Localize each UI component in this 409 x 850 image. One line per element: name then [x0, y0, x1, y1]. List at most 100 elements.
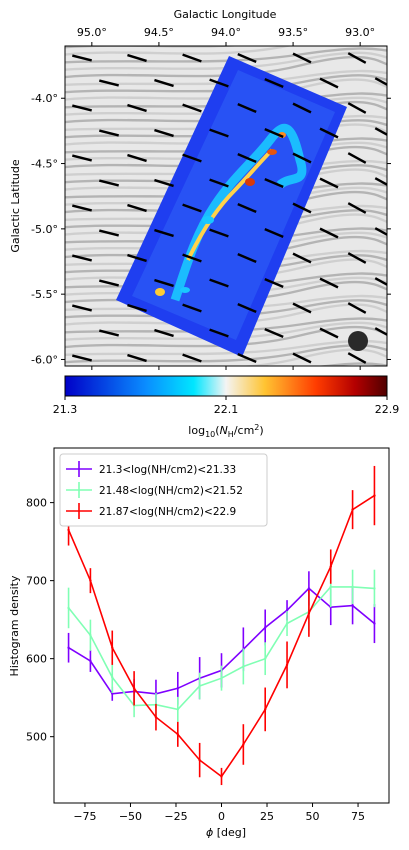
polarization-vector [374, 227, 387, 237]
polarization-vector [319, 177, 339, 189]
data-point [351, 508, 354, 511]
polarization-vector [264, 227, 284, 239]
polarization-vector [292, 152, 312, 164]
polarization-vector [72, 204, 92, 212]
polarization-vector [182, 153, 202, 163]
histogram-y-label: Histogram density [8, 575, 21, 676]
polarization-vector [374, 177, 387, 187]
data-point [329, 585, 332, 589]
polarization-vector [292, 252, 312, 264]
polarization-vector [237, 252, 257, 264]
map-x-tick-label: 95.0° [77, 26, 107, 39]
polarization-vector [319, 327, 339, 339]
texture-streamline [65, 294, 387, 311]
polarization-vector [182, 303, 202, 313]
texture-streamline [65, 46, 293, 56]
polarization-vector [237, 152, 257, 164]
polarization-vector [72, 54, 92, 62]
data-point [351, 604, 354, 607]
polarization-vector [319, 127, 339, 139]
polarization-vector [182, 253, 202, 263]
data-point [89, 634, 92, 637]
map-x-label: Galactic Longitude [174, 8, 277, 21]
polarization-vector [182, 103, 202, 113]
legend-label: 21.3<log(NH/cm2)<21.33 [99, 464, 236, 476]
polarization-vector [347, 202, 367, 214]
data-point [285, 663, 289, 667]
polarization-vector [72, 304, 92, 312]
polarization-vector [347, 52, 367, 64]
polarization-vector [292, 202, 312, 214]
polarization-vector [237, 202, 257, 214]
polarization-vector [209, 128, 229, 138]
polarization-vector [127, 153, 147, 163]
data-point [242, 743, 245, 746]
texture-streamline [65, 317, 387, 334]
polarization-vector [209, 178, 229, 188]
polarization-vector [319, 227, 339, 239]
polarization-vector [374, 277, 387, 287]
map-y-tick-label: -5.0° [31, 223, 58, 236]
map-y-ticks: -4.0° -4.5° -5.0° -5.5° -6.0° [31, 92, 391, 366]
beam-size-marker [348, 331, 368, 351]
histogram-x-tick-label: 25 [260, 810, 274, 823]
dense-clump [180, 287, 190, 293]
data-point [154, 715, 158, 719]
polarization-vector [127, 303, 147, 313]
histogram-panel: −75 −50 −25 0 25 50 75 500 600 700 800 ϕ [deg] Hi… [8, 447, 390, 839]
histogram-y-tick-label: 500 [26, 731, 47, 744]
colorbar-ticks: 21.3 22.1 22.9 [53, 396, 399, 416]
map-x-tick-label: 94.5° [144, 26, 174, 39]
map-y-tick-label: -6.0° [31, 353, 58, 366]
data-point [176, 733, 180, 736]
polarization-vector [209, 278, 229, 288]
polarization-vector [347, 152, 367, 164]
data-point [373, 494, 376, 497]
data-point [132, 687, 136, 690]
map-y-tick-label: -4.5° [31, 158, 58, 171]
polarization-vector [347, 252, 367, 264]
polarization-vector [127, 253, 147, 263]
polarization-vector [127, 103, 147, 113]
texture-streamline [65, 303, 387, 326]
data-point [263, 708, 267, 711]
map-y-tick-label: -4.0° [31, 92, 58, 105]
data-point [307, 612, 311, 615]
dense-clump [267, 149, 277, 155]
data-point [111, 676, 114, 679]
data-point [285, 622, 289, 625]
dense-clump [202, 216, 214, 224]
polarization-vector [127, 203, 147, 213]
polarization-vector [347, 302, 367, 314]
data-point [220, 676, 223, 680]
texture-streamline [65, 51, 387, 71]
polarization-vector [72, 254, 92, 262]
data-point [111, 692, 114, 695]
histogram-y-tick-label: 600 [26, 653, 47, 666]
polarization-vector [182, 203, 202, 213]
polarization-vector [264, 177, 284, 189]
colorbar-tick-label: 22.1 [214, 403, 239, 416]
histogram-x-ticks: −75 −50 −25 0 25 50 75 [73, 803, 365, 823]
polarization-vector [264, 327, 284, 339]
histogram-x-tick-label: 0 [218, 810, 225, 823]
polarization-vector [264, 127, 284, 139]
histogram-x-tick-label: −25 [164, 810, 187, 823]
data-point [198, 758, 201, 762]
texture-streamline [65, 55, 387, 79]
polarization-vector [127, 353, 147, 363]
polarization-vector [127, 53, 147, 63]
polarization-vector [99, 329, 119, 337]
polarization-vector [347, 102, 367, 114]
polarization-vector [209, 228, 229, 238]
polarization-vector [154, 178, 174, 188]
data-point [89, 579, 92, 582]
polarization-vector [99, 229, 119, 237]
data-point [198, 684, 201, 688]
data-point [111, 646, 114, 649]
dense-clump [155, 288, 165, 296]
polarization-vector [292, 302, 312, 314]
polarization-vector [99, 279, 119, 287]
polarization-vector [237, 52, 257, 64]
data-point [67, 606, 70, 610]
